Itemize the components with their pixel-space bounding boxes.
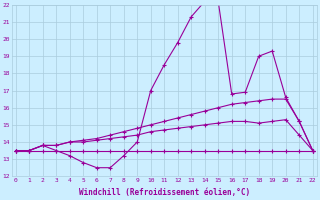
X-axis label: Windchill (Refroidissement éolien,°C): Windchill (Refroidissement éolien,°C): [79, 188, 250, 197]
